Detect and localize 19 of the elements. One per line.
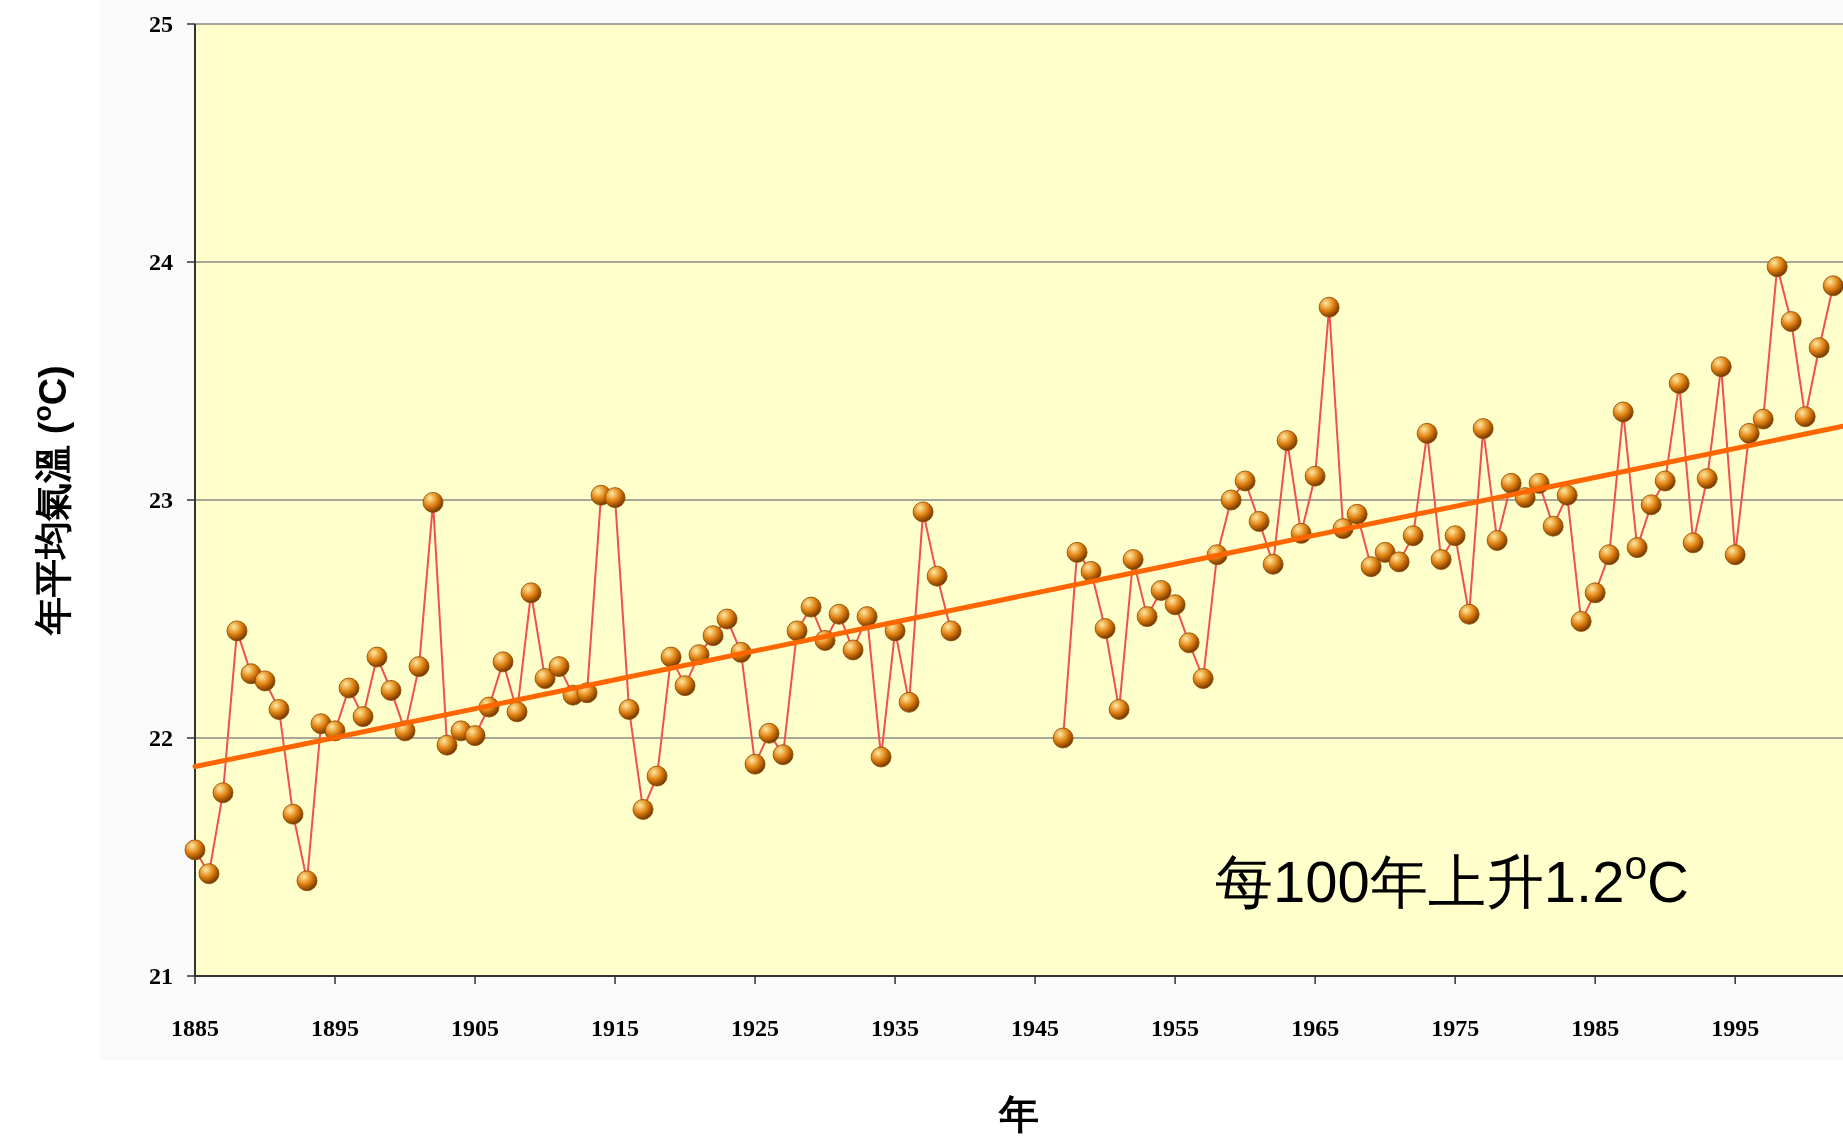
x-tick-label: 1925 (731, 1015, 780, 1041)
x-tick-label: 1955 (1151, 1015, 1200, 1041)
x-tick-label: 1995 (1711, 1015, 1760, 1041)
x-tick-label: 1975 (1431, 1015, 1480, 1041)
x-axis-title: 年 (998, 1092, 1039, 1137)
y-tick-label: 22 (149, 725, 173, 751)
x-tick-label: 1935 (871, 1015, 920, 1041)
y-tick-label: 23 (149, 487, 173, 513)
x-tick-label: 1895 (311, 1015, 360, 1041)
x-tick-label: 1915 (591, 1015, 640, 1041)
x-tick-label: 1905 (451, 1015, 500, 1041)
y-tick-label: 24 (149, 249, 173, 275)
y-tick-label: 21 (149, 963, 173, 989)
annotation: 每100年上升1.2$^{o}$C (1215, 842, 1689, 914)
x-tick-label: 1985 (1571, 1015, 1620, 1041)
x-tick-label: 1965 (1291, 1015, 1340, 1041)
x-tick-label: 1885 (171, 1015, 219, 1041)
x-tick-label: 1945 (1011, 1015, 1060, 1041)
y-tick-label: 25 (149, 11, 173, 37)
